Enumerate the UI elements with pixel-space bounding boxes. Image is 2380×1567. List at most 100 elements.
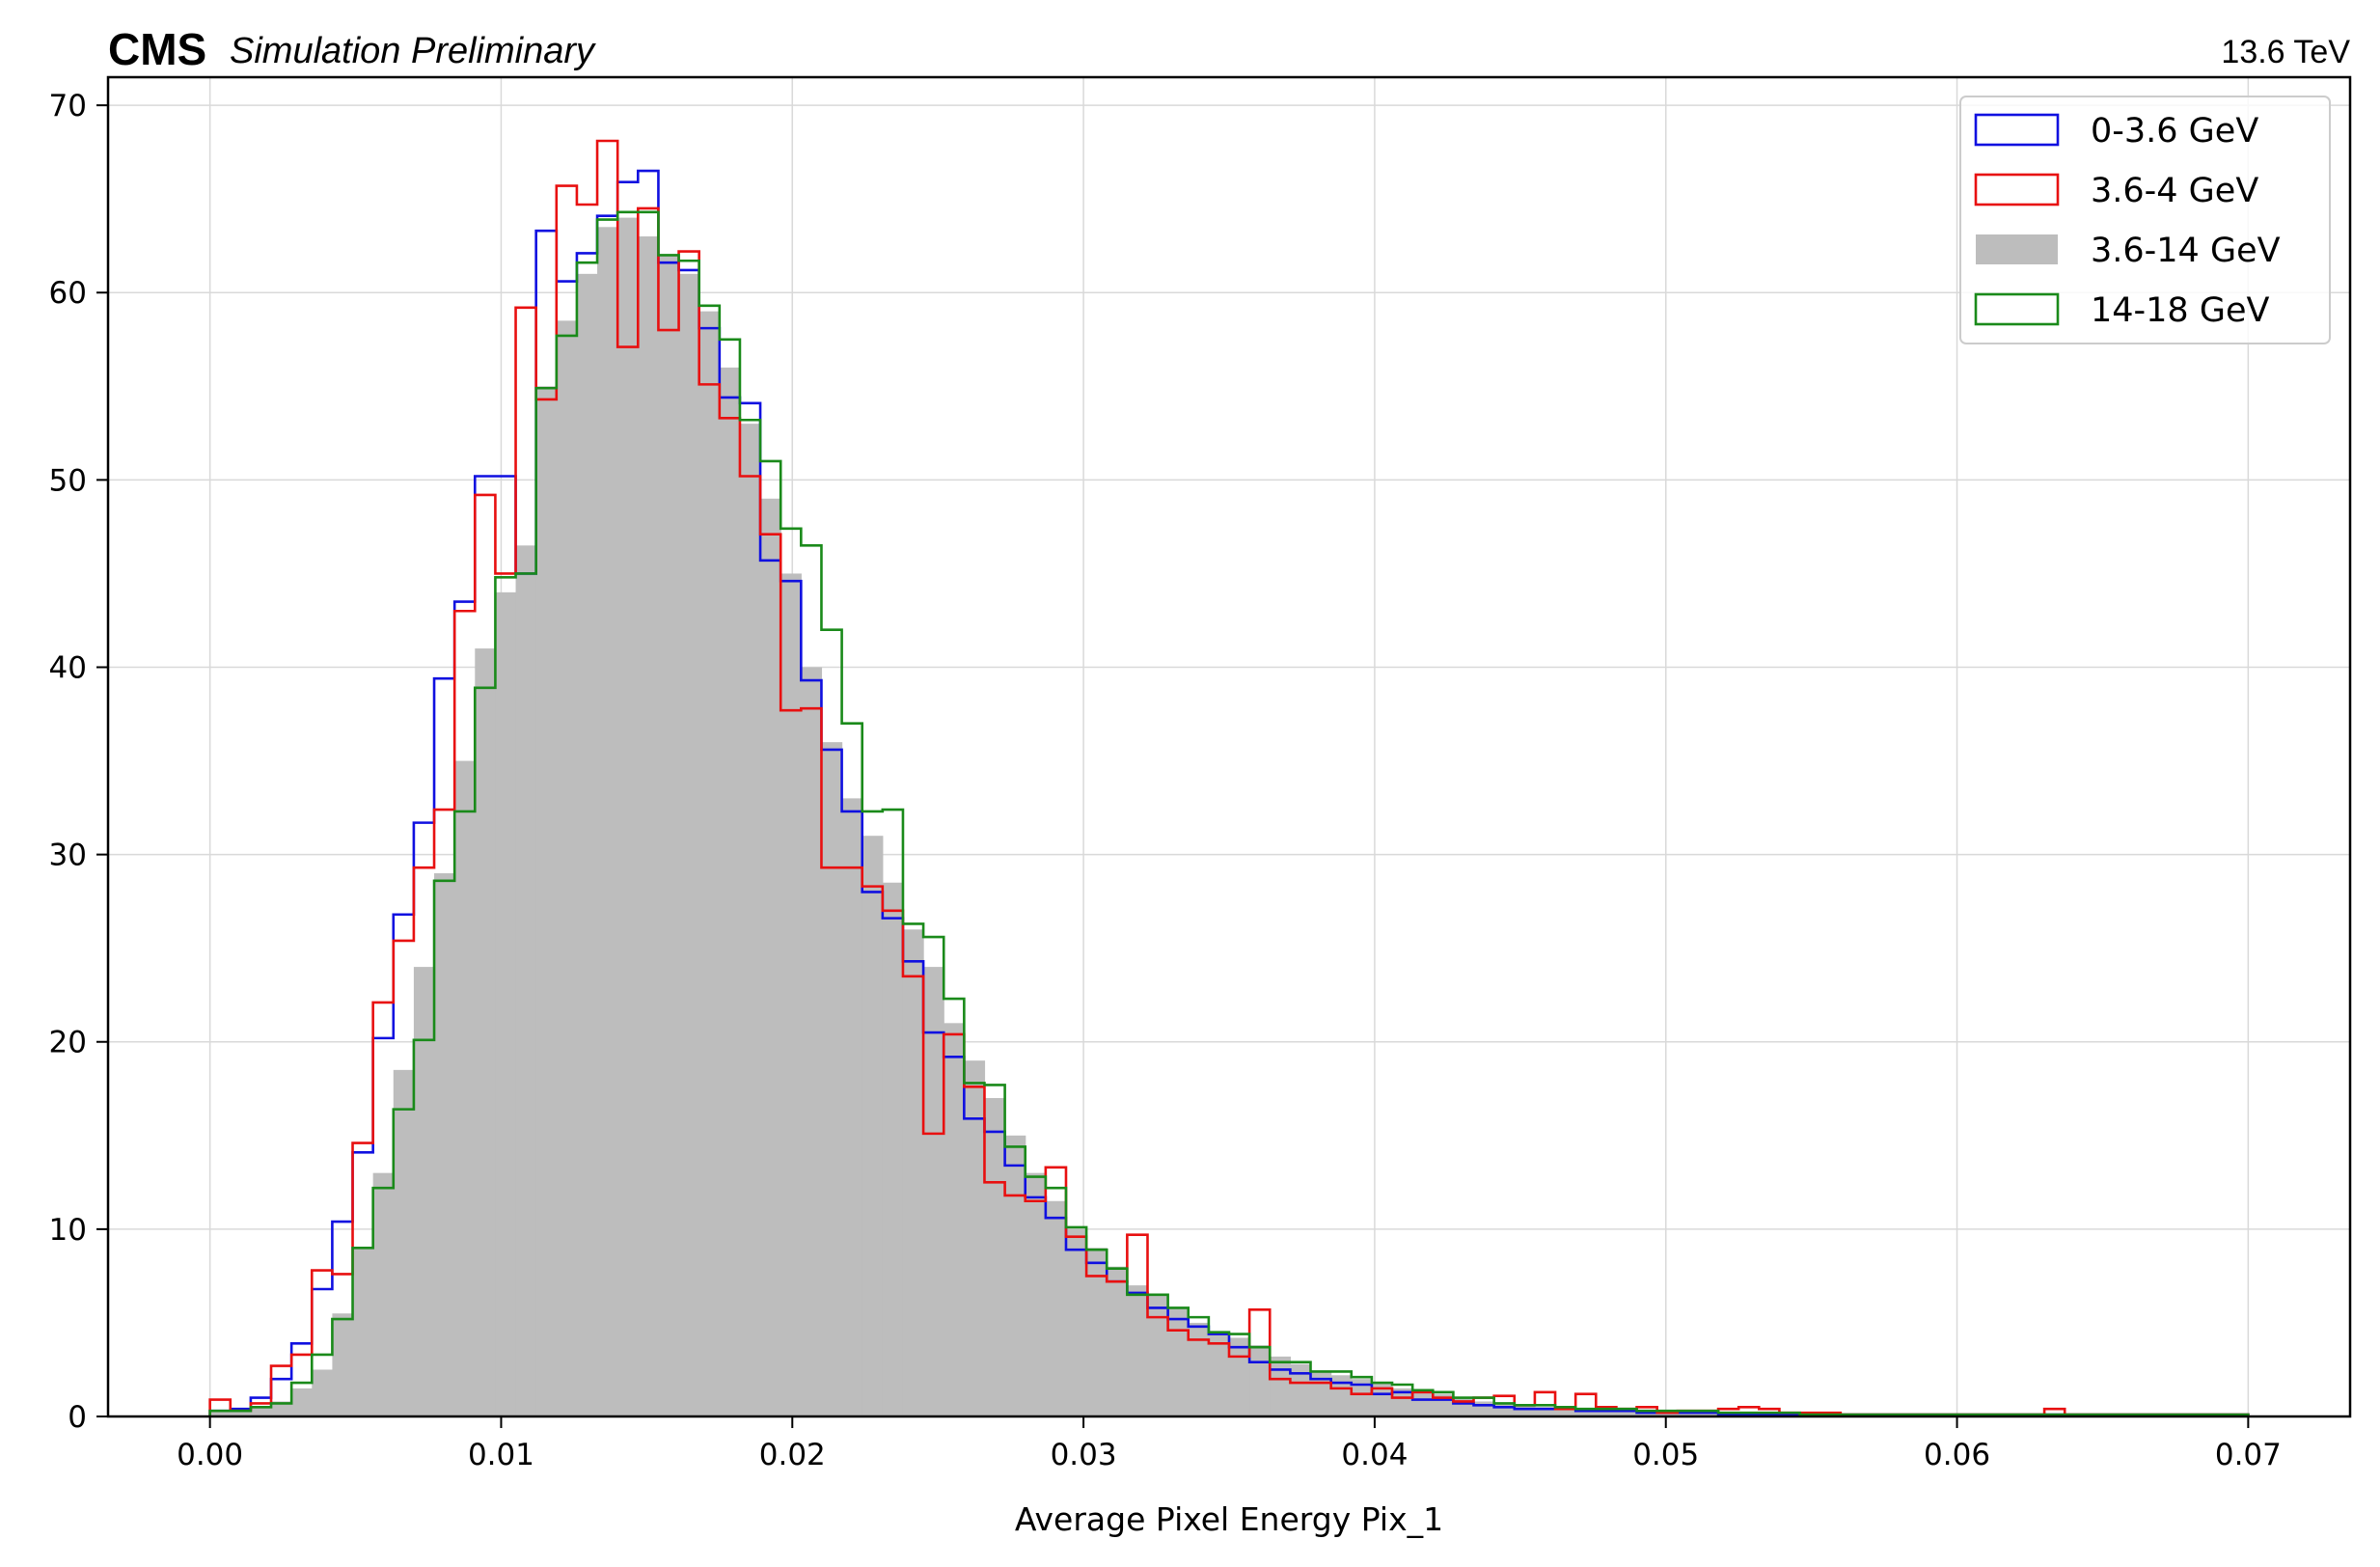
- y-tick-label: 40: [49, 650, 87, 685]
- y-axis-ticks: 0 10 20 30 40 50 60 70: [49, 89, 108, 1435]
- histogram-bar: [678, 273, 700, 1416]
- histogram-bar: [638, 236, 660, 1417]
- histogram-bar: [312, 1369, 333, 1416]
- histogram-bar: [271, 1401, 292, 1416]
- histogram-bar: [617, 217, 639, 1417]
- histogram-bar: [1249, 1345, 1271, 1416]
- histogram-bar: [1677, 1413, 1699, 1416]
- histogram-bar: [1371, 1383, 1393, 1416]
- histogram-bar: [1351, 1379, 1373, 1416]
- histogram-bar: [1290, 1363, 1312, 1416]
- histogram-bar: [1086, 1248, 1108, 1416]
- histogram-bar: [658, 255, 680, 1417]
- histogram-bar: [250, 1407, 272, 1416]
- histogram-bar: [1065, 1228, 1087, 1416]
- series-3-6-14-gev: [209, 217, 2249, 1417]
- histogram-bar: [862, 836, 884, 1416]
- histogram-bar: [291, 1388, 313, 1416]
- histogram-bar: [1473, 1401, 1495, 1416]
- histogram-bar: [1107, 1266, 1128, 1416]
- legend-box: [1959, 96, 2331, 344]
- legend-label: 14-18 GeV: [2091, 291, 2269, 330]
- histogram-bar: [332, 1313, 354, 1416]
- x-tick-label: 0.07: [2215, 1438, 2282, 1472]
- histogram-bar: [698, 311, 721, 1416]
- y-tick-label: 60: [49, 276, 87, 311]
- histogram-bar: [739, 424, 761, 1417]
- histogram-bar: [1025, 1172, 1047, 1416]
- histogram-bar: [902, 929, 924, 1416]
- histogram-bar: [780, 573, 802, 1416]
- histogram-bar: [454, 760, 476, 1416]
- histogram-bar: [1392, 1388, 1413, 1416]
- y-tick-label: 20: [49, 1026, 87, 1060]
- legend-label: 0-3.6 GeV: [2091, 112, 2258, 151]
- histogram-bar: [1555, 1407, 1576, 1416]
- step-series-group: [208, 139, 2250, 1416]
- histogram-bar: [1697, 1413, 1719, 1416]
- histogram-bar: [372, 1172, 395, 1416]
- legend: 0-3.6 GeV 3.6-4 GeV 3.6-14 GeV 14-18 GeV: [1959, 96, 2331, 344]
- histogram-bar: [1575, 1409, 1597, 1416]
- y-tick-label: 10: [49, 1213, 87, 1248]
- legend-swatch: [1974, 292, 2060, 326]
- x-tick-label: 0.03: [1051, 1438, 1117, 1472]
- histogram-bar: [1208, 1332, 1230, 1416]
- histogram-bar: [209, 1411, 232, 1416]
- histogram-bar: [413, 967, 435, 1416]
- plot-frame: [106, 75, 2352, 1418]
- histogram-bar: [1270, 1356, 1291, 1416]
- histogram-bar: [1188, 1322, 1210, 1416]
- legend-swatch: [1976, 234, 2058, 264]
- step-line-14-18-gev: [208, 210, 2250, 1416]
- histogram-bar: [1412, 1391, 1434, 1416]
- x-tick-label: 0.00: [177, 1438, 243, 1472]
- legend-swatch: [1974, 113, 2060, 147]
- histogram-bar: [801, 667, 823, 1416]
- histogram-bar: [1127, 1285, 1149, 1416]
- x-tick-label: 0.02: [759, 1438, 826, 1472]
- legend-label: 3.6-4 GeV: [2091, 172, 2258, 210]
- histogram-bar: [535, 386, 558, 1417]
- histogram-bar: [923, 967, 944, 1416]
- histogram-bar: [576, 273, 598, 1416]
- histogram-bar: [1045, 1200, 1067, 1416]
- x-axis-ticks: 0.00 0.01 0.02 0.03 0.04 0.05 0.06 0.07: [177, 1416, 2282, 1472]
- histogram-bar: [1616, 1411, 1638, 1416]
- histogram-bar: [882, 882, 904, 1416]
- x-tick-label: 0.04: [1341, 1438, 1408, 1472]
- histogram-bar: [1596, 1409, 1618, 1416]
- legend-label: 3.6-14 GeV: [2091, 232, 2281, 270]
- histogram-bar: [984, 1097, 1006, 1416]
- histogram-bar: [352, 1248, 374, 1416]
- legend-swatch: [1974, 173, 2060, 206]
- step-line-3-6-4-gev: [208, 139, 2250, 1416]
- histogram-bar: [1004, 1135, 1026, 1416]
- histogram-bar: [821, 742, 843, 1416]
- histogram-bar: [841, 798, 863, 1416]
- y-tick-label: 30: [49, 838, 87, 873]
- histogram-bar: [475, 648, 497, 1416]
- x-tick-label: 0.06: [1924, 1438, 1990, 1472]
- histogram-bar: [964, 1060, 986, 1416]
- histogram-bar: [944, 1023, 965, 1416]
- x-axis-label: Average Pixel Energy Pix_1: [1015, 1500, 1443, 1538]
- histogram-bar: [515, 545, 537, 1416]
- histogram-bar: [1514, 1405, 1536, 1416]
- histogram-bar: [230, 1411, 252, 1416]
- histogram-bar: [1330, 1375, 1353, 1416]
- simulation-preliminary-label: Simulation Preliminary: [230, 31, 596, 71]
- histogram-bar: [760, 498, 781, 1416]
- histogram-bar: [1147, 1294, 1169, 1416]
- histogram-bar: [1534, 1407, 1556, 1416]
- x-tick-label: 0.01: [468, 1438, 534, 1472]
- histogram-bar: [1229, 1337, 1250, 1416]
- histogram-bar: [495, 591, 517, 1416]
- y-tick-label: 0: [68, 1400, 87, 1435]
- x-tick-label: 0.05: [1632, 1438, 1699, 1472]
- y-tick-label: 70: [49, 89, 87, 124]
- histogram-bar: [434, 873, 455, 1416]
- histogram-bar: [556, 320, 578, 1416]
- energy-label: 13.6 TeV: [2221, 34, 2350, 70]
